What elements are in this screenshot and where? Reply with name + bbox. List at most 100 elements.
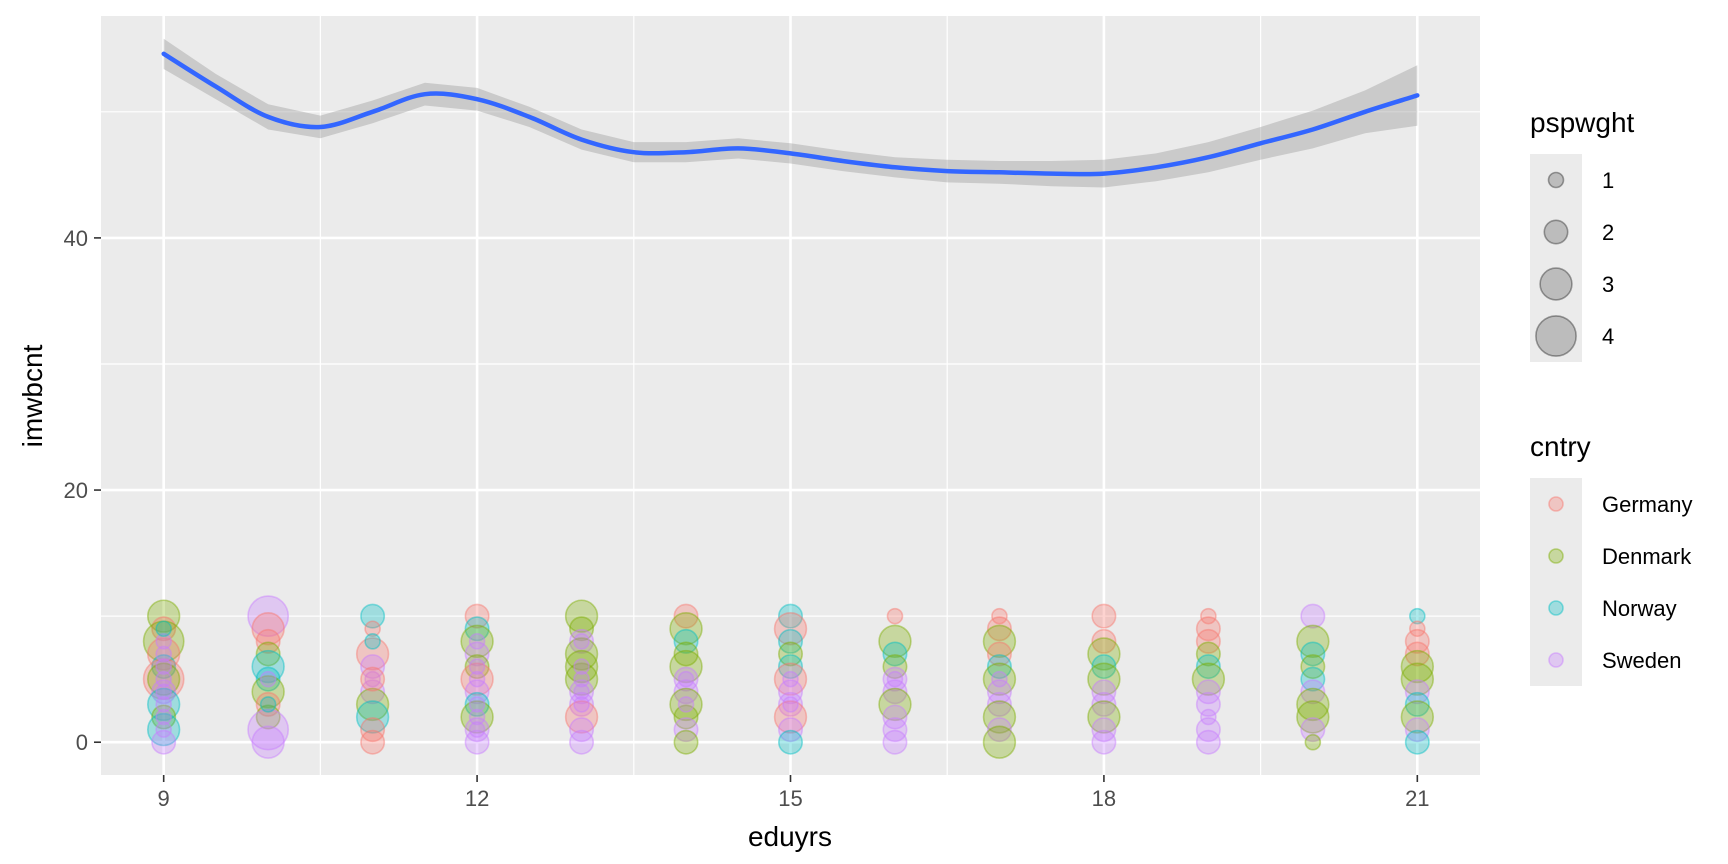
data-point [360,603,386,629]
data-point [364,620,381,638]
data-point [360,729,386,755]
data-point [573,670,590,688]
data-point [155,708,172,726]
data-point [1195,729,1221,755]
data-point [360,679,386,705]
data-point [1091,691,1117,717]
data-point [151,679,177,705]
data-point [146,712,181,747]
data-point [468,633,486,650]
data-point [564,662,599,696]
y-tick-label: 20 [64,478,88,503]
data-point [1300,654,1326,680]
data-point [878,687,912,722]
data-point [1400,649,1435,684]
data-point [677,696,695,713]
data-point [1300,666,1326,692]
data-point [777,717,803,743]
data-point [673,666,699,692]
color-legend: cntry Germany Denmark Norway Sweden [1530,431,1692,686]
data-point [1091,603,1117,629]
data-point [777,691,803,717]
data-point [464,691,490,717]
color-legend-key [1548,496,1564,512]
data-point [464,641,490,667]
data-point [1091,654,1117,680]
color-legend-key [1548,548,1564,564]
data-point [259,696,277,713]
data-point [155,721,172,738]
data-points [142,595,1435,759]
data-point [882,704,908,730]
x-axis-title: eduyrs [748,821,832,852]
data-point [1200,708,1217,726]
data-point [991,670,1008,688]
data-point [673,704,699,730]
data-point [142,620,185,663]
data-point [564,599,599,633]
data-point [247,595,290,638]
data-point [1195,616,1221,642]
data-point [882,666,908,692]
data-point [251,675,285,709]
data-point [1195,654,1221,680]
color-legend-title: cntry [1530,431,1591,462]
data-point [364,670,381,688]
data-point [986,691,1012,717]
data-point [564,637,599,671]
data-point [1300,679,1326,705]
data-point [1300,641,1326,667]
color-legend-label: Denmark [1602,544,1692,569]
data-point [142,658,185,701]
data-point [251,649,285,684]
data-point [468,696,486,713]
data-point [782,696,799,713]
data-point [1091,729,1117,755]
data-point [777,628,803,654]
data-point [1300,717,1326,743]
data-point [878,624,912,659]
data-point [1404,717,1430,743]
y-axis-title: imwbcnt [17,344,48,447]
size-legend-key [1535,315,1577,357]
data-point [255,704,281,730]
data-point [1400,700,1435,734]
data-point [886,607,904,625]
data-point [1404,641,1430,667]
data-point [1304,733,1322,751]
data-point [569,729,595,755]
data-point [464,603,490,629]
data-point [677,670,695,688]
data-point [255,666,281,692]
data-point [1195,679,1221,705]
color-legend-key-background [1530,478,1582,686]
data-point [669,649,703,684]
data-point [155,658,172,675]
data-point [251,612,285,646]
data-point [355,700,390,734]
data-point [464,654,490,680]
data-point [986,679,1012,705]
data-point [155,683,172,701]
data-point [982,725,1017,759]
data-point [251,725,285,759]
data-point [564,700,599,734]
data-point [982,624,1017,659]
data-point [882,679,908,705]
data-point [155,620,172,638]
data-point [151,729,177,755]
data-point [146,687,181,722]
color-legend-label: Norway [1602,596,1677,621]
data-point [1404,679,1430,705]
grid-major [101,16,1480,775]
size-legend-key [1543,219,1569,245]
data-point [1296,687,1330,722]
color-legend-key [1548,652,1564,668]
data-point [146,637,181,671]
smooth-line [161,51,1420,177]
data-point [155,696,172,713]
data-point [460,662,494,696]
data-point [673,628,699,654]
x-tick-label: 21 [1405,786,1429,811]
